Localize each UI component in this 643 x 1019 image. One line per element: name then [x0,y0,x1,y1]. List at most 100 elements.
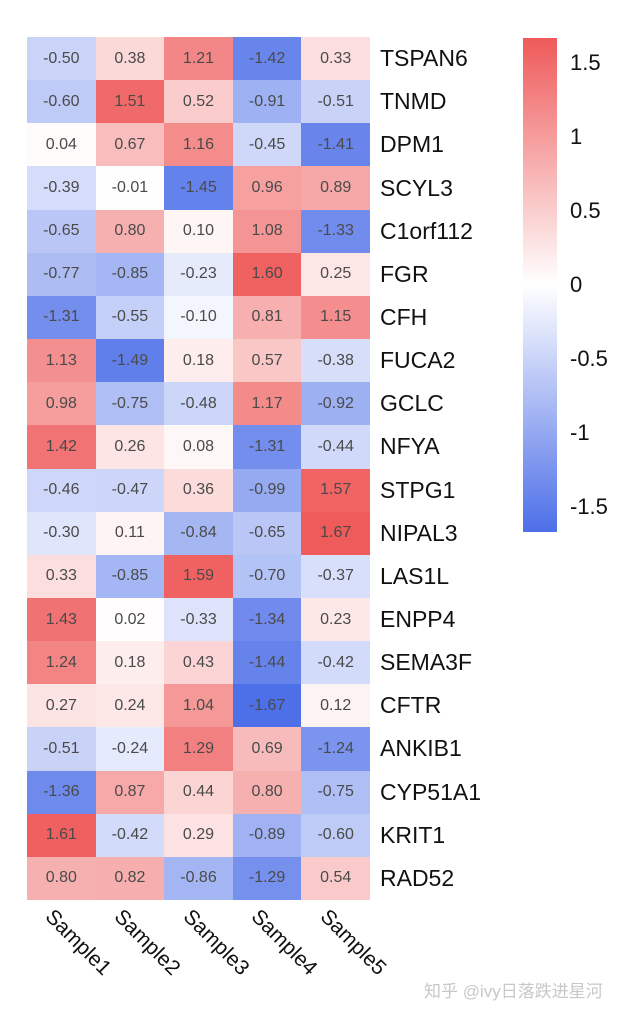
heatmap-cell: -0.10 [164,295,233,340]
heatmap-cell: -0.92 [301,382,370,426]
heatmap-cell: 0.04 [27,123,96,167]
color-legend-ticks: 1.5 1 0.5 0 -0.5 -1 -1.5 [570,38,640,532]
heatmap-cell: -0.89 [232,813,302,857]
row-label: NIPAL3 [380,519,458,546]
legend-tick-label: -1 [570,419,590,445]
heatmap-cell: -1.42 [232,37,302,81]
heatmap-cell: 1.29 [164,727,233,771]
heatmap-cell: -1.49 [95,339,165,383]
heatmap-cell: 0.54 [301,856,370,900]
heatmap-cell: 0.33 [27,554,96,598]
heatmap-cell: -0.60 [27,80,96,124]
heatmap-cell: -0.99 [232,468,302,512]
watermark: 知乎 @ivy日落跌进星河 [424,982,603,1001]
row-label: C1orf112 [380,217,473,244]
heatmap-cell: 0.96 [232,166,302,210]
heatmap-cell: -0.51 [301,80,370,124]
heatmap-cell: -0.50 [27,37,96,81]
row-label: CYP51A1 [380,778,482,805]
heatmap-cell: 1.51 [95,80,165,124]
legend-tick-label: 0.5 [570,198,601,224]
heatmap-cell: 0.80 [232,770,302,814]
row-label: NFYA [380,433,440,460]
legend-tick-label: -1.5 [570,493,608,519]
heatmap-cell: 0.43 [164,641,233,685]
row-label: TSPAN6 [380,45,468,72]
heatmap-cell: -0.77 [27,252,96,296]
column-label: Sample5 [315,905,391,980]
heatmap-cell: 0.89 [301,166,370,210]
heatmap-cell: -0.51 [27,727,96,771]
column-labels: Sample1 Sample2 Sample3 Sample4 Sample5 [27,905,390,1005]
heatmap-cell: 1.24 [27,641,96,685]
legend-tick-label: -0.5 [570,345,608,371]
heatmap-cell: -0.48 [164,382,233,426]
heatmap-cell: 0.26 [95,425,165,469]
heatmap-cell: 0.80 [27,856,96,900]
heatmap-cell: -0.46 [27,468,96,512]
heatmap-cell: 1.61 [27,813,96,857]
row-label: FGR [380,260,429,287]
heatmap-cell: 0.18 [95,641,165,685]
heatmap-cell: 1.15 [301,295,370,340]
heatmap-cell: -0.65 [232,511,302,555]
heatmap-cell: 1.67 [301,511,370,555]
heatmap-cell: -0.65 [27,209,96,253]
heatmap-cell: 0.87 [95,770,165,814]
row-label: DPM1 [380,131,444,158]
row-label: STPG1 [380,476,456,503]
heatmap-cell: -0.85 [95,252,165,296]
row-label: ANKIB1 [380,735,462,762]
row-label: SCYL3 [380,174,453,201]
heatmap-cell: -1.33 [301,209,370,253]
heatmap-cell: 0.33 [301,37,370,81]
column-label: Sample3 [178,905,254,980]
heatmap-cell: -0.44 [301,425,370,469]
heatmap-cell: -1.31 [232,425,302,469]
row-label: CFH [380,303,428,330]
heatmap-cell: 0.69 [232,727,302,771]
row-labels: TSPAN6 TNMD DPM1 SCYL3 C1orf112 FGR CFH FUCA2 GC… [380,37,481,900]
heatmap-cell: 0.80 [95,209,165,253]
row-label: TNMD [380,88,447,115]
heatmap-cell: -1.36 [27,770,96,814]
heatmap-cell: 0.38 [95,37,165,81]
heatmap-cell: -0.75 [95,382,165,426]
heatmap-cell: -1.41 [301,123,370,167]
heatmap-cell: 0.44 [164,770,233,814]
heatmap-cell: -0.86 [164,856,233,900]
heatmap-cell: -1.24 [301,727,370,771]
heatmap-cell: -0.91 [232,80,302,124]
heatmap-cell: -0.30 [27,511,96,555]
heatmap-cell: 1.08 [232,209,302,253]
heatmap-grid: -0.50 0.38 1.21 -1.42 0.33 -0.60 1.51 0.52 -0.91… [27,37,370,900]
heatmap-cell: -0.24 [95,727,165,771]
heatmap-cell: 0.11 [95,511,165,555]
heatmap-cell: -0.45 [232,123,302,167]
heatmap-cell: 1.04 [164,684,233,728]
heatmap-cell: -0.70 [232,554,302,598]
heatmap-cell: 0.12 [301,684,370,728]
row-label: KRIT1 [380,821,446,848]
heatmap-cell: -1.45 [164,166,233,210]
heatmap-cell: -1.31 [27,295,96,340]
column-label: Sample2 [109,905,185,980]
heatmap-cell: -0.33 [164,597,233,642]
heatmap-cell: 1.57 [301,468,370,512]
row-label: SEMA3F [380,649,473,676]
row-label: LAS1L [380,562,450,589]
heatmap-cell: 0.18 [164,339,233,383]
heatmap-cell: 0.36 [164,468,233,512]
heatmap-cell: 0.24 [95,684,165,728]
heatmap-cell: 1.60 [232,252,302,296]
heatmap-cell: -0.01 [95,166,165,210]
heatmap-cell: 0.52 [164,80,233,124]
heatmap-cell: -0.38 [301,339,370,383]
legend-tick-label: 0 [570,272,583,297]
heatmap-cell: -1.34 [232,597,302,642]
heatmap-cell: -1.29 [232,856,302,900]
heatmap-cell: -0.60 [301,813,370,857]
heatmap-cell: 0.82 [95,856,165,900]
heatmap-cell: -0.37 [301,554,370,598]
row-label: CFTR [380,692,442,719]
